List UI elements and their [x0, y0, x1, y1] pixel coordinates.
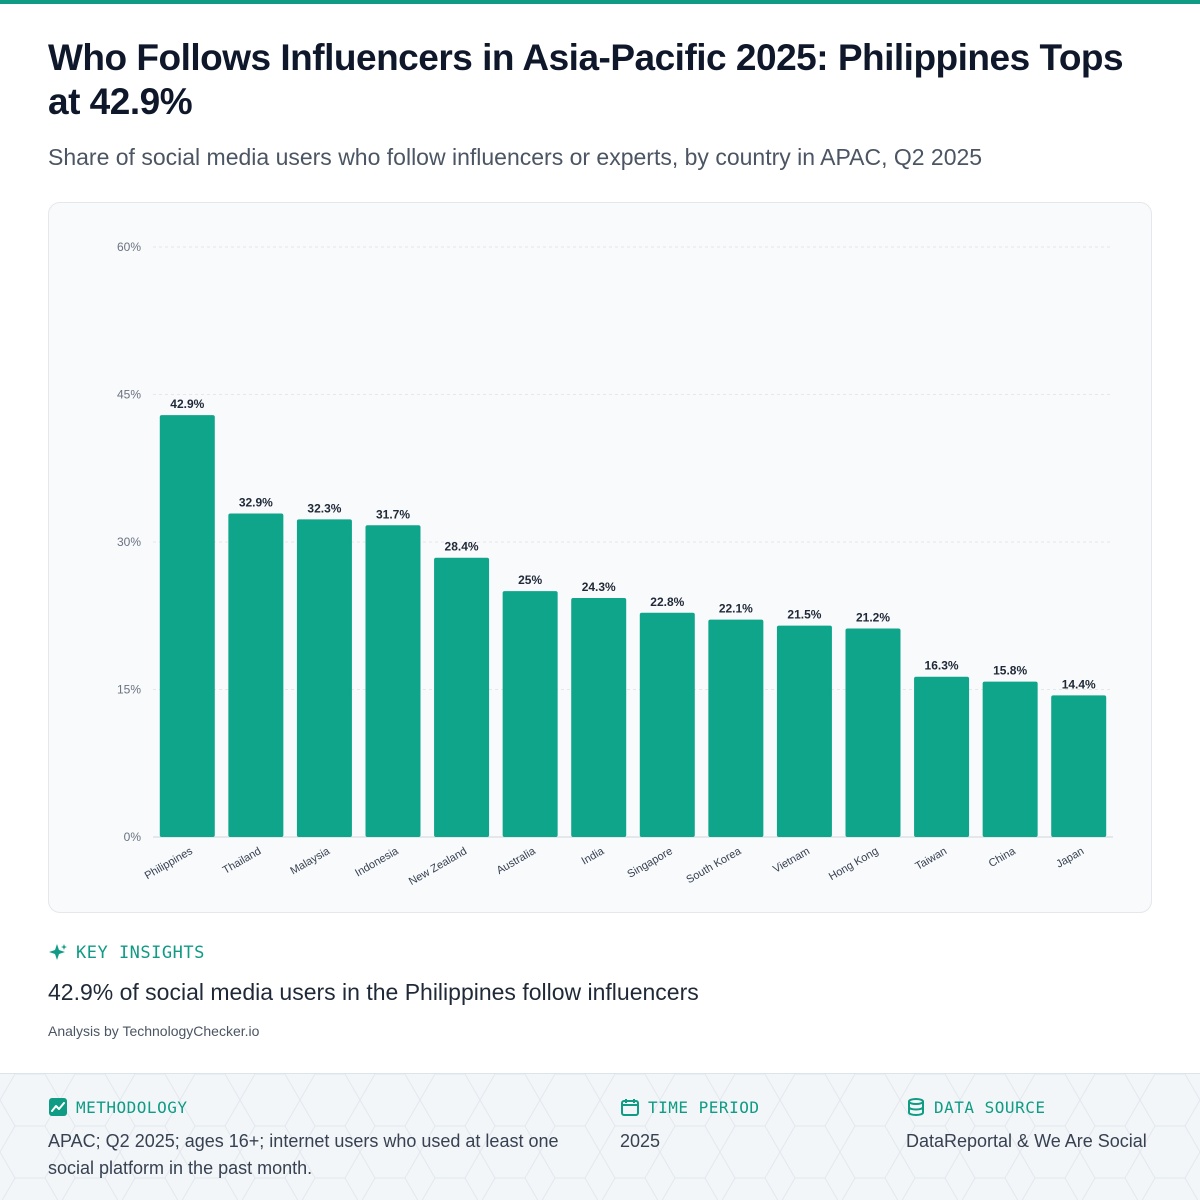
- key-insight-text: 42.9% of social media users in the Phili…: [48, 979, 699, 1005]
- bar: [982, 681, 1038, 837]
- bar: [159, 415, 215, 837]
- top-accent-bar: [0, 0, 1200, 4]
- x-tick-label: New Zealand: [407, 845, 469, 888]
- bar-value-label: 22.1%: [719, 602, 753, 616]
- x-tick-label: South Korea: [684, 845, 744, 886]
- bar: [434, 557, 490, 837]
- bar: [914, 676, 970, 837]
- analysis-credit: Analysis by TechnologyChecker.io: [48, 1023, 260, 1039]
- bar-value-label: 32.9%: [239, 495, 273, 509]
- key-insights-title: KEY INSIGHTS: [76, 943, 205, 963]
- time-period-section: TIME PERIOD 2025: [620, 1096, 880, 1155]
- bars: [159, 415, 1107, 837]
- x-tick-label: Malaysia: [288, 845, 332, 878]
- x-tick-label: Philippines: [143, 845, 196, 882]
- data-source-label: DATA SOURCE: [934, 1097, 1046, 1117]
- x-tick-label: China: [987, 845, 1019, 870]
- y-tick-label: 0%: [124, 830, 142, 844]
- bar-value-label: 28.4%: [445, 540, 479, 554]
- x-tick-label: Thailand: [221, 845, 264, 876]
- methodology-text: APAC; Q2 2025; ages 16+; internet users …: [48, 1131, 559, 1178]
- bar-value-labels: 42.9% 32.9% 32.3% 31.7% 28.4% 25% 24.3% 22.8% 22…: [170, 397, 1096, 691]
- methodology-section: METHODOLOGY APAC; Q2 2025; ages 16+; int…: [48, 1096, 588, 1182]
- bar: [639, 612, 695, 837]
- y-tick-label: 30%: [117, 535, 141, 549]
- x-tick-label: Australia: [495, 845, 539, 877]
- bar-value-label: 31.7%: [376, 507, 410, 521]
- key-insights-header: KEY INSIGHTS: [48, 942, 205, 964]
- x-axis-labels: Philippines Thailand Malaysia Indonesia New …: [143, 845, 1087, 888]
- bar: [228, 513, 284, 837]
- time-period-label: TIME PERIOD: [648, 1097, 760, 1117]
- bar-value-label: 21.2%: [856, 611, 890, 625]
- bar: [502, 591, 558, 837]
- y-tick-label: 45%: [117, 388, 141, 402]
- bar: [776, 625, 832, 837]
- bar: [571, 598, 627, 837]
- x-tick-label: Indonesia: [353, 845, 401, 880]
- y-tick-label: 15%: [117, 683, 141, 697]
- bar: [1051, 695, 1107, 837]
- y-axis-ticks: 0% 15% 30% 45% 60%: [117, 240, 141, 844]
- page-subtitle: Share of social media users who follow i…: [48, 144, 983, 170]
- x-tick-label: Taiwan: [913, 845, 949, 873]
- bar-value-label: 42.9%: [170, 397, 204, 411]
- methodology-label: METHODOLOGY: [76, 1097, 188, 1117]
- bar-value-label: 14.4%: [1062, 677, 1096, 691]
- time-period-text: 2025: [620, 1131, 661, 1151]
- chart-card: 0% 15% 30% 45% 60% 42.9% 32.9% 32.3% 31.7% 28.4%…: [48, 202, 1152, 913]
- footer-panel: METHODOLOGY APAC; Q2 2025; ages 16+; int…: [0, 1073, 1200, 1200]
- bar-value-label: 22.8%: [650, 595, 684, 609]
- hexagon-pattern: [0, 1074, 1200, 1200]
- data-source-text: DataReportal & We Are Social: [906, 1131, 1147, 1151]
- bar-value-label: 24.3%: [582, 580, 616, 594]
- bar: [845, 628, 901, 837]
- page-title: Who Follows Influencers in Asia-Pacific …: [48, 37, 1124, 122]
- x-tick-label: Singapore: [625, 845, 674, 880]
- chart-line-icon: [49, 1098, 67, 1116]
- bar-chart: 0% 15% 30% 45% 60% 42.9% 32.9% 32.3% 31.7% 28.4%…: [117, 240, 1113, 888]
- y-tick-label: 60%: [117, 240, 141, 254]
- bar: [296, 519, 352, 837]
- bar-value-label: 32.3%: [307, 501, 341, 515]
- bar-value-label: 16.3%: [925, 659, 959, 673]
- bar-value-label: 25%: [518, 573, 542, 587]
- bar: [708, 619, 764, 837]
- bar-value-label: 21.5%: [787, 608, 821, 622]
- database-icon: [908, 1098, 924, 1117]
- x-tick-label: Vietnam: [771, 845, 812, 875]
- x-tick-label: Hong Kong: [827, 845, 881, 883]
- x-tick-label: Japan: [1054, 845, 1086, 870]
- bar: [365, 525, 421, 837]
- sparkle-icon: [49, 944, 67, 960]
- bar-value-label: 15.8%: [993, 664, 1027, 678]
- x-tick-label: India: [580, 845, 607, 868]
- data-source-section: DATA SOURCE DataReportal & We Are Social: [906, 1096, 1186, 1155]
- calendar-icon: [621, 1099, 639, 1116]
